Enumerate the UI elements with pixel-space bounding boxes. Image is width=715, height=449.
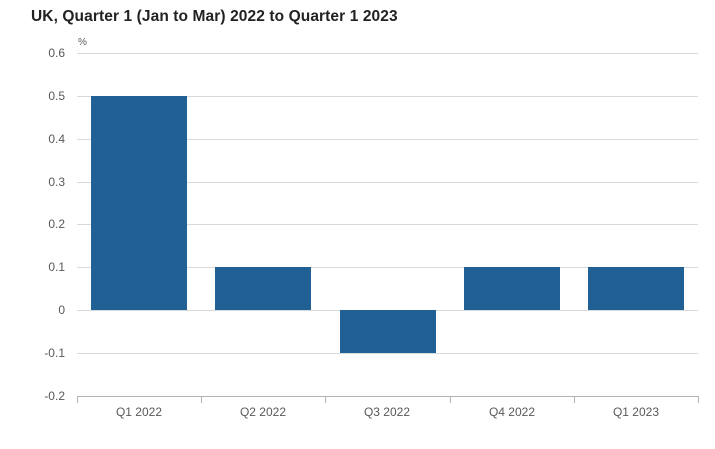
gridline — [77, 53, 698, 54]
gridline — [77, 139, 698, 140]
bar-q1-2023 — [588, 267, 684, 310]
x-axis-line — [77, 396, 698, 397]
x-tick-label: Q1 2023 — [612, 405, 660, 419]
bar-q4-2022 — [464, 267, 560, 310]
x-axis-tick — [201, 396, 202, 403]
x-axis-tick — [77, 396, 78, 403]
plot-area: Q1 2022 Q2 2022 Q3 2022 Q4 2022 Q1 2023 — [77, 53, 699, 419]
y-tick-label: 0.5 — [48, 89, 65, 103]
gridline — [77, 182, 698, 183]
bar-q2-2022 — [215, 267, 311, 310]
y-tick-label: 0.1 — [48, 260, 65, 274]
x-tick-label: Q4 2022 — [488, 405, 536, 419]
x-axis-tick — [574, 396, 575, 403]
y-tick-label: -0.2 — [44, 389, 65, 403]
x-axis-tick — [325, 396, 326, 403]
bar-q1-2022 — [91, 96, 187, 310]
gridline — [77, 353, 698, 354]
x-axis-tick — [698, 396, 699, 403]
bar-q3-2022 — [340, 310, 436, 353]
x-tick-label: Q3 2022 — [363, 405, 411, 419]
y-tick-label: 0.6 — [48, 46, 65, 60]
y-tick-label: 0.3 — [48, 175, 65, 189]
chart-title: UK, Quarter 1 (Jan to Mar) 2022 to Quart… — [31, 8, 398, 25]
y-tick-label: -0.1 — [44, 346, 65, 360]
x-tick-label: Q1 2022 — [115, 405, 163, 419]
y-tick-label: 0 — [58, 303, 65, 317]
y-axis-unit-label: % — [78, 37, 87, 48]
y-tick-label: 0.4 — [48, 132, 65, 146]
gridline — [77, 267, 698, 268]
y-tick-label: 0.2 — [48, 217, 65, 231]
gridline — [77, 96, 698, 97]
gridline — [77, 224, 698, 225]
x-axis-tick — [450, 396, 451, 403]
x-tick-label: Q2 2022 — [239, 405, 287, 419]
